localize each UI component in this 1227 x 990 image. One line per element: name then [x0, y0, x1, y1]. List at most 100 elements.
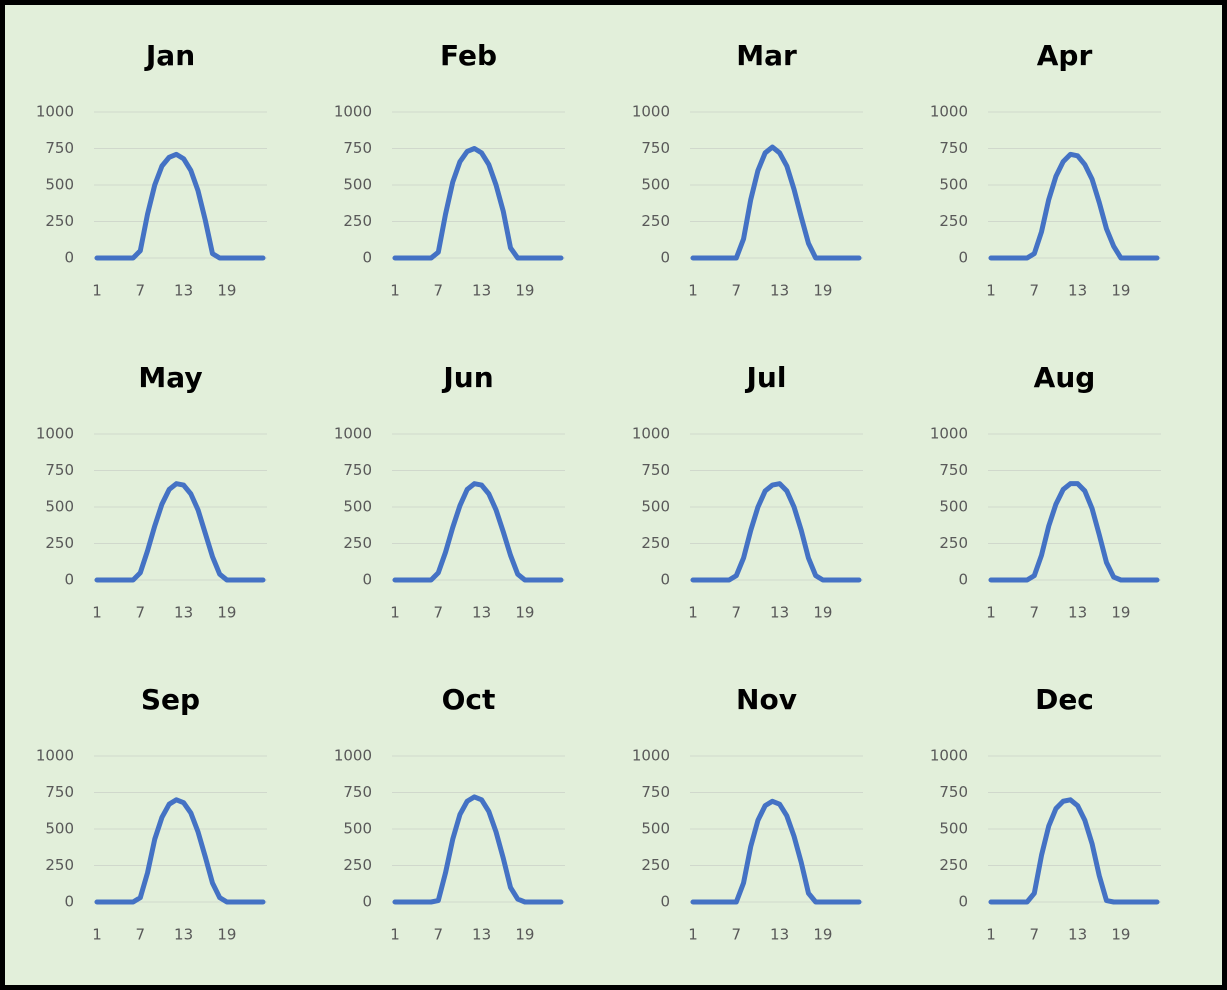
x-tick-label: 1 [390, 604, 400, 622]
x-tick-label: 7 [136, 282, 146, 300]
x-tick-label: 19 [813, 926, 832, 944]
chart-title: Aug [1034, 361, 1096, 394]
x-tick-label: 19 [217, 282, 236, 300]
y-tick-label: 750 [45, 461, 74, 479]
x-tick-label: 13 [472, 604, 491, 622]
y-tick-label: 1000 [36, 425, 74, 443]
x-tick-label: 19 [515, 282, 534, 300]
line [690, 481, 862, 583]
y-tick-label: 0 [958, 249, 968, 267]
x-tick-label: 7 [136, 926, 146, 944]
y-tick-label: 750 [343, 139, 372, 157]
x-tick-label: 13 [770, 604, 789, 622]
x-tick-label: 1 [688, 282, 698, 300]
x-tick-label: 7 [1030, 282, 1040, 300]
y-tick-label: 750 [45, 139, 74, 157]
y-tick-label: 250 [343, 212, 372, 230]
y-tick-label: 750 [939, 783, 968, 801]
x-tick-label: 19 [1111, 926, 1130, 944]
x-tick-label: 1 [92, 604, 102, 622]
x-tick-label: 7 [1030, 604, 1040, 622]
x-tick-label: 19 [217, 926, 236, 944]
x-tick-label: 13 [1068, 282, 1087, 300]
x-tick-label: 7 [1030, 926, 1040, 944]
y-tick-label: 500 [343, 820, 372, 838]
y-tick-label: 0 [64, 571, 74, 589]
chart-title: Apr [1037, 39, 1093, 72]
x-tick-label: 7 [434, 282, 444, 300]
y-tick-label: 0 [64, 249, 74, 267]
y-tick-label: 250 [641, 534, 670, 552]
y-tick-label: 1000 [632, 103, 670, 121]
y-tick-label: 0 [362, 893, 372, 911]
y-tick-label: 250 [939, 534, 968, 552]
y-tick-label: 750 [343, 783, 372, 801]
y-tick-label: 500 [45, 176, 74, 194]
y-tick-label: 250 [343, 856, 372, 874]
x-tick-label: 1 [92, 282, 102, 300]
line [94, 481, 266, 583]
chart-title: May [138, 361, 202, 394]
x-tick-label: 1 [92, 926, 102, 944]
line [392, 146, 564, 261]
y-tick-label: 1000 [36, 747, 74, 765]
y-tick-label: 250 [45, 212, 74, 230]
x-tick-label: 1 [390, 282, 400, 300]
y-tick-label: 0 [958, 893, 968, 911]
y-tick-label: 500 [641, 498, 670, 516]
y-tick-label: 750 [939, 461, 968, 479]
chart-title: Jun [441, 361, 493, 394]
y-tick-label: 1000 [632, 747, 670, 765]
y-tick-label: 1000 [632, 425, 670, 443]
y-tick-label: 0 [660, 571, 670, 589]
x-tick-label: 13 [770, 926, 789, 944]
x-tick-label: 13 [1068, 604, 1087, 622]
y-tick-label: 500 [343, 498, 372, 516]
y-tick-label: 1000 [334, 425, 372, 443]
x-tick-label: 13 [472, 282, 491, 300]
y-tick-label: 1000 [930, 425, 968, 443]
chart-title: Mar [736, 39, 797, 72]
y-tick-label: 250 [45, 534, 74, 552]
x-tick-label: 19 [1111, 282, 1130, 300]
y-tick-label: 0 [660, 249, 670, 267]
line [988, 151, 1160, 261]
y-tick-label: 500 [641, 820, 670, 838]
y-tick-label: 0 [660, 893, 670, 911]
y-tick-label: 250 [45, 856, 74, 874]
x-tick-label: 1 [986, 604, 996, 622]
chart-title: Dec [1035, 683, 1094, 716]
x-tick-label: 13 [174, 604, 193, 622]
x-tick-label: 19 [515, 926, 534, 944]
line [94, 797, 266, 905]
y-tick-label: 250 [343, 534, 372, 552]
x-tick-label: 13 [472, 926, 491, 944]
y-tick-label: 250 [939, 212, 968, 230]
y-tick-label: 250 [641, 212, 670, 230]
line [988, 481, 1160, 583]
x-tick-label: 19 [813, 282, 832, 300]
line [392, 481, 564, 583]
y-tick-label: 0 [362, 571, 372, 589]
y-tick-label: 500 [939, 498, 968, 516]
y-tick-label: 250 [939, 856, 968, 874]
line [988, 797, 1160, 905]
x-tick-label: 13 [174, 926, 193, 944]
y-tick-label: 1000 [930, 747, 968, 765]
x-tick-label: 1 [688, 926, 698, 944]
x-tick-label: 7 [434, 926, 444, 944]
x-tick-label: 19 [217, 604, 236, 622]
chart-title: Sep [141, 683, 200, 716]
x-tick-label: 13 [770, 282, 789, 300]
y-tick-label: 500 [45, 820, 74, 838]
y-tick-label: 750 [641, 461, 670, 479]
x-tick-label: 19 [515, 604, 534, 622]
y-tick-label: 500 [45, 498, 74, 516]
x-tick-label: 13 [1068, 926, 1087, 944]
y-tick-label: 0 [64, 893, 74, 911]
y-tick-label: 1000 [334, 747, 372, 765]
chart-title: Jan [144, 39, 195, 72]
chart-title: Feb [440, 39, 497, 72]
y-tick-label: 1000 [36, 103, 74, 121]
